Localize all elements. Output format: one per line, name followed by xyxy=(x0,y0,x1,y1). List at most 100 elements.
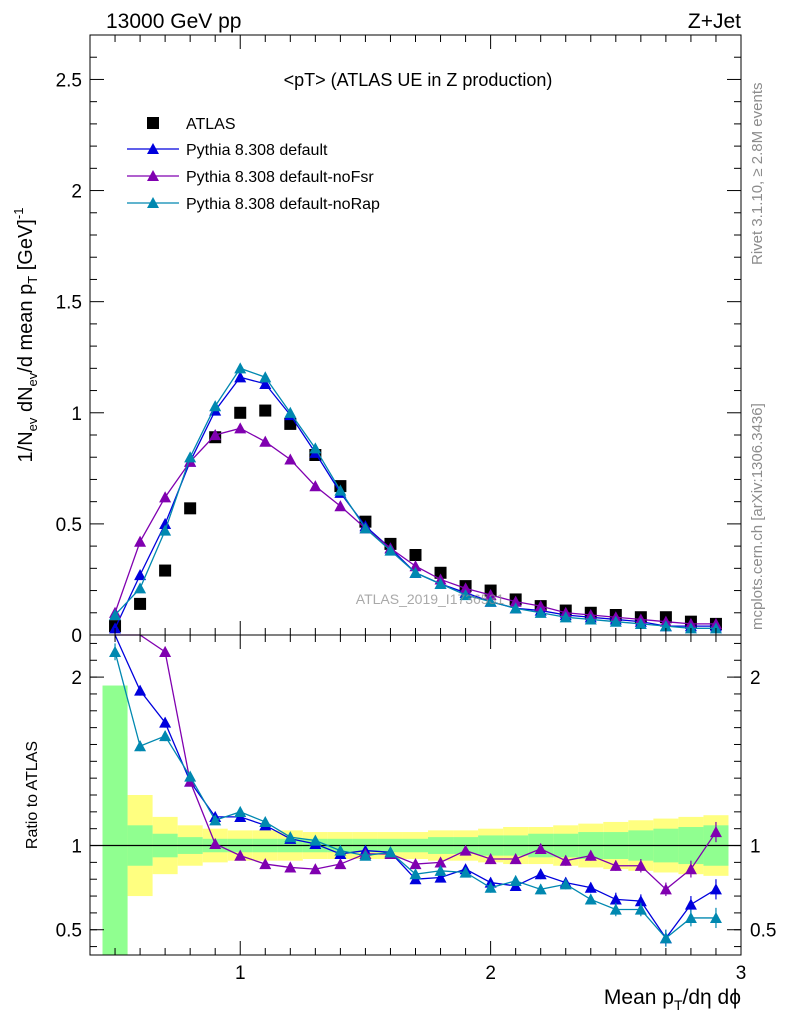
series-point-ratio-2 xyxy=(284,831,297,843)
series-point-ratio-2 xyxy=(459,866,472,878)
header-right: Z+Jet xyxy=(688,10,741,33)
series-point-main-3 xyxy=(184,451,197,463)
series-point-ratio-1 xyxy=(709,826,722,838)
series-point-ratio-1 xyxy=(634,859,647,871)
series-point-ratio-1 xyxy=(284,861,297,873)
series-point-ratio-1 xyxy=(459,844,472,856)
series-point-ratio-1 xyxy=(484,853,497,865)
y-tick-label-main: 2 xyxy=(71,182,82,203)
series-point-ratio-2 xyxy=(234,805,247,817)
series-point-main-2 xyxy=(484,589,497,601)
legend: ATLAS Pythia 8.308 default Pythia 8.308 … xyxy=(127,116,380,213)
series-point-main-3 xyxy=(259,371,272,383)
y-tick-label-ratio-right: 2 xyxy=(750,668,761,689)
plot-title: <pT> (ATLAS UE in Z production) xyxy=(284,70,553,90)
y-tick-label-main: 1.5 xyxy=(56,293,82,314)
atlas-data-point xyxy=(134,597,147,610)
legend-label-nofsr: Pythia 8.308 default-noFsr xyxy=(186,169,374,186)
series-point-main-3 xyxy=(459,589,472,601)
series-point-main-1 xyxy=(109,622,122,634)
header-left: 13000 GeV pp xyxy=(106,10,241,33)
x-axis-title: Mean pT/dη dϕ xyxy=(604,986,741,1013)
series-point-ratio-1 xyxy=(159,645,172,657)
atlas-data-point xyxy=(409,549,422,561)
series-point-main-2 xyxy=(284,453,297,465)
series-point-ratio-1 xyxy=(409,858,422,870)
series-point-main-3 xyxy=(409,566,422,578)
y-tick-label-main: 0 xyxy=(71,626,82,647)
series-point-ratio-2 xyxy=(109,645,122,657)
series-point-main-2 xyxy=(334,500,347,512)
series-point-ratio-0 xyxy=(609,893,622,905)
series-point-main-2 xyxy=(259,435,272,447)
legend-marker-nofsr xyxy=(147,170,159,181)
series-point-ratio-1 xyxy=(609,859,622,871)
series-point-main-3 xyxy=(359,522,372,534)
series-point-main-2 xyxy=(509,595,522,607)
series-line-ratio-2 xyxy=(114,651,716,940)
series-point-ratio-1 xyxy=(434,856,447,868)
y-tick-label-ratio-right: 0.5 xyxy=(750,921,776,942)
series-point-ratio-1 xyxy=(309,863,322,875)
atlas-data-point xyxy=(159,564,172,577)
y-tick-label-ratio: 1 xyxy=(71,837,82,858)
y-tick-label-ratio: 0.5 xyxy=(56,921,82,942)
y-tick-label-main: 0.5 xyxy=(56,515,82,536)
ratio-band-green xyxy=(102,685,128,955)
legend-label-atlas: ATLAS xyxy=(186,116,236,133)
series-point-main-3 xyxy=(209,400,222,412)
series-point-ratio-2 xyxy=(409,868,422,880)
series-point-ratio-0 xyxy=(684,898,697,910)
series-point-main-1 xyxy=(159,517,172,529)
series-point-main-3 xyxy=(434,577,447,589)
series-point-ratio-2 xyxy=(359,849,372,861)
series-point-main-1 xyxy=(134,569,147,581)
legend-marker-atlas xyxy=(147,117,159,129)
series-point-main-3 xyxy=(134,582,147,594)
series-point-main-2 xyxy=(209,429,222,441)
atlas-data-point xyxy=(234,406,247,419)
series-point-ratio-2 xyxy=(309,834,322,846)
series-point-main-3 xyxy=(484,595,497,607)
series-point-ratio-2 xyxy=(634,903,647,915)
main-series-layer xyxy=(109,362,722,634)
atlas-data-point xyxy=(184,502,197,515)
series-point-main-3 xyxy=(559,611,572,623)
y-tick-label-main: 2.5 xyxy=(56,70,82,91)
series-point-main-3 xyxy=(634,617,647,629)
series-point-main-3 xyxy=(659,620,672,632)
ratio-panel-frame xyxy=(89,634,742,956)
series-point-ratio-2 xyxy=(209,814,222,826)
y-axis-title-ratio: Ratio to ATLAS xyxy=(24,741,41,849)
series-point-main-2 xyxy=(234,422,247,434)
series-point-ratio-2 xyxy=(534,883,547,895)
series-point-ratio-2 xyxy=(259,815,272,828)
series-point-ratio-0 xyxy=(134,684,147,696)
series-point-ratio-1 xyxy=(559,854,572,866)
atlas-data-point xyxy=(434,566,447,579)
series-point-ratio-2 xyxy=(684,911,697,924)
x-tick-label: 1 xyxy=(235,963,246,984)
series-point-ratio-2 xyxy=(609,903,622,915)
series-point-main-2 xyxy=(534,600,547,612)
series-point-main-3 xyxy=(609,615,622,627)
series-point-ratio-0 xyxy=(534,868,547,880)
atlas-data-point xyxy=(259,404,272,417)
series-point-ratio-1 xyxy=(234,849,247,861)
series-point-ratio-2 xyxy=(184,770,197,782)
series-point-ratio-1 xyxy=(334,858,347,870)
series-point-main-2 xyxy=(459,582,472,594)
series-point-main-3 xyxy=(109,609,122,621)
series-point-ratio-1 xyxy=(209,837,222,849)
legend-label-norap: Pythia 8.308 default-noRap xyxy=(186,196,380,213)
rivet-label: Rivet 3.1.10, ≥ 2.8M events xyxy=(749,83,766,266)
series-point-main-1 xyxy=(234,371,247,383)
series-point-ratio-2 xyxy=(334,844,347,856)
series-point-ratio-0 xyxy=(584,881,597,893)
series-point-main-3 xyxy=(534,606,547,618)
series-point-ratio-1 xyxy=(659,883,672,895)
series-point-main-3 xyxy=(684,622,697,634)
series-point-main-3 xyxy=(584,613,597,625)
series-point-ratio-2 xyxy=(384,846,397,858)
